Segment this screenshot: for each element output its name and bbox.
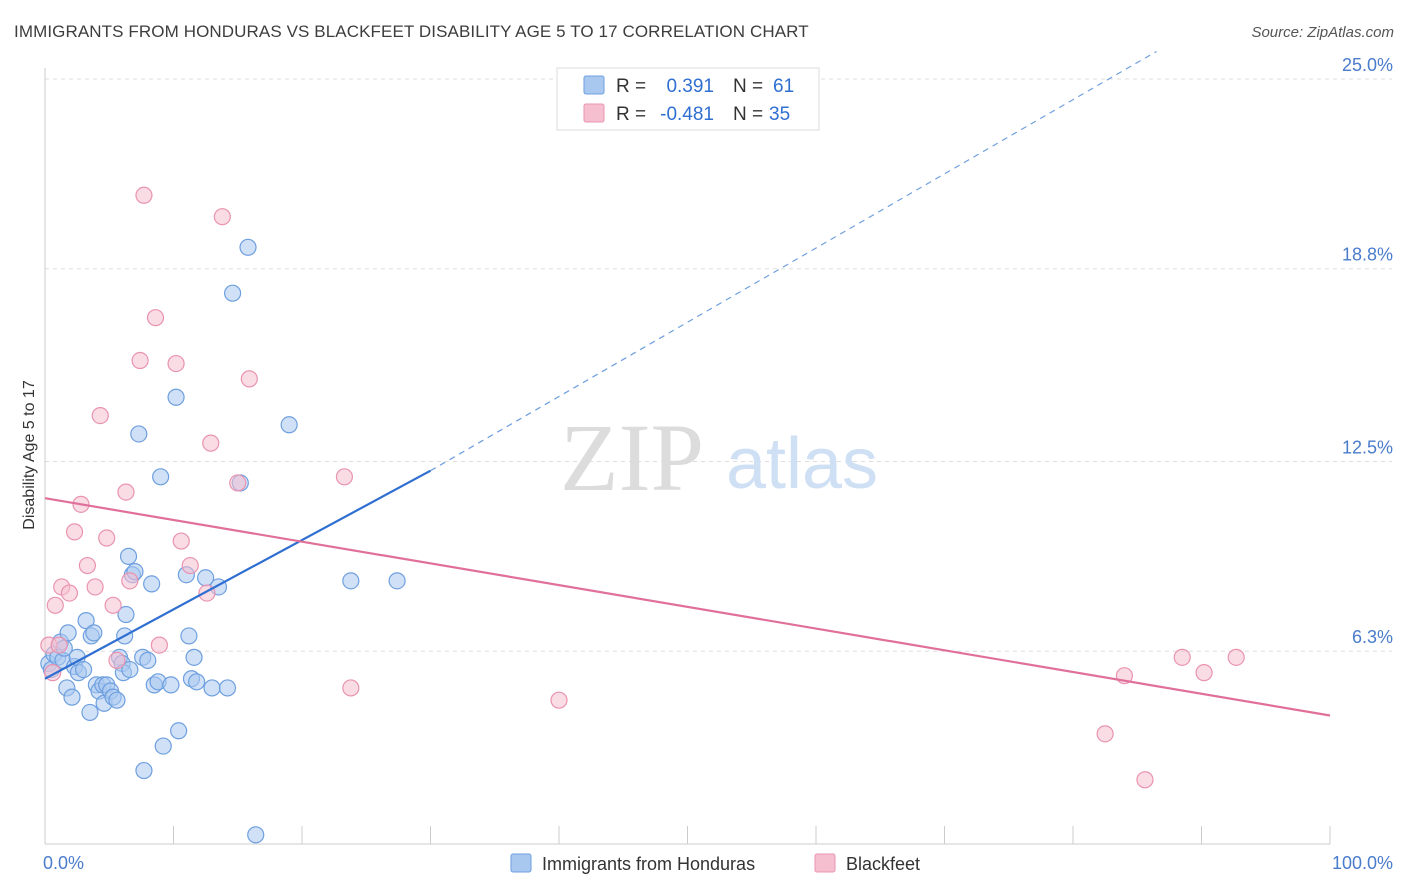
series-legend-swatch-pink: [814, 853, 836, 873]
point-blackfeet: [181, 556, 199, 575]
point-honduras: [162, 676, 180, 694]
y-axis-label: Disability Age 5 to 17: [21, 380, 38, 530]
series-legend-swatch-blue: [510, 853, 532, 873]
point-honduras: [121, 660, 139, 679]
point-honduras: [108, 691, 126, 709]
point-honduras: [59, 624, 77, 642]
point-blackfeet: [78, 556, 97, 575]
point-blackfeet: [91, 407, 109, 425]
point-honduras: [247, 826, 265, 844]
legend-swatch-blue: [583, 75, 605, 95]
x-tick-label-end: 100.0%: [1332, 853, 1393, 873]
trend-line-honduras-extension: [430, 50, 1157, 472]
trend-line-blackfeet: [44, 497, 1331, 717]
point-honduras: [154, 737, 172, 755]
point-honduras: [170, 722, 188, 740]
y-tick-label: 6.3%: [1352, 627, 1393, 647]
point-blackfeet: [135, 186, 153, 204]
point-honduras: [167, 388, 185, 406]
point-honduras: [135, 761, 153, 780]
point-honduras: [117, 605, 135, 624]
point-blackfeet: [65, 523, 84, 541]
point-honduras: [388, 572, 406, 590]
point-blackfeet: [550, 691, 568, 709]
point-blackfeet: [121, 572, 139, 590]
legend-swatch-pink: [583, 103, 605, 123]
point-blackfeet: [1195, 664, 1213, 682]
watermark-zip: ZIP: [560, 404, 704, 511]
x-tick-label-start: 0.0%: [43, 853, 84, 873]
ticks-layer: 6.3% 12.5% 18.8% 25.0% 0.0% 100.0%: [43, 55, 1393, 873]
point-honduras: [130, 425, 148, 443]
point-honduras: [119, 547, 138, 565]
point-honduras: [77, 612, 95, 630]
point-honduras: [74, 660, 93, 679]
point-blackfeet: [60, 584, 79, 602]
point-blackfeet: [202, 434, 220, 452]
point-blackfeet: [104, 596, 122, 614]
point-honduras: [63, 688, 81, 706]
y-tick-label: 18.8%: [1342, 245, 1393, 265]
series-legend: Immigrants from Honduras Blackfeet: [510, 853, 920, 874]
point-blackfeet: [146, 309, 165, 327]
legend-r-value-1: 0.391: [666, 76, 714, 97]
legend-n-label-1: N =: [733, 76, 763, 97]
point-honduras: [180, 627, 198, 645]
point-blackfeet: [150, 636, 168, 654]
point-honduras: [203, 679, 221, 697]
point-blackfeet: [167, 354, 185, 373]
point-blackfeet: [172, 532, 190, 550]
point-honduras: [224, 284, 242, 302]
points-layer: [40, 186, 1245, 844]
point-honduras: [188, 673, 206, 691]
point-blackfeet: [1136, 771, 1154, 789]
legend-r-label-2: R =: [616, 104, 646, 125]
point-blackfeet: [1096, 725, 1114, 743]
legend-r-label-1: R =: [616, 76, 646, 97]
point-blackfeet: [1173, 648, 1191, 666]
point-blackfeet: [1227, 648, 1245, 666]
point-blackfeet: [98, 529, 116, 547]
point-honduras: [143, 575, 161, 593]
point-blackfeet: [229, 474, 247, 492]
point-honduras: [152, 468, 170, 486]
point-blackfeet: [213, 208, 231, 226]
point-honduras: [139, 651, 157, 670]
legend-n-value-1: 61: [773, 76, 794, 97]
trend-lines-layer: [44, 50, 1331, 717]
series-legend-label-2: Blackfeet: [846, 854, 920, 874]
point-honduras: [342, 572, 360, 590]
legend-n-label-2: N =: [733, 104, 763, 125]
point-blackfeet: [50, 636, 68, 654]
point-honduras: [280, 416, 298, 434]
point-honduras: [85, 624, 103, 642]
watermark: ZIP atlas: [560, 404, 878, 511]
point-blackfeet: [108, 651, 126, 670]
point-honduras: [185, 648, 203, 666]
point-honduras: [81, 703, 99, 722]
trend-line-honduras: [44, 469, 432, 680]
point-honduras: [239, 238, 257, 256]
point-blackfeet: [46, 596, 64, 614]
y-tick-label: 25.0%: [1342, 55, 1393, 75]
point-blackfeet: [86, 578, 104, 596]
correlation-legend: R = 0.391 N = 61 R = -0.481 N = 35: [556, 67, 820, 131]
point-blackfeet: [342, 679, 360, 697]
source-label: Source: ZipAtlas.com: [1251, 24, 1394, 41]
chart-title: IMMIGRANTS FROM HONDURAS VS BLACKFEET DI…: [14, 22, 809, 41]
legend-r-value-2: -0.481: [660, 104, 714, 125]
point-blackfeet: [117, 483, 135, 501]
point-blackfeet: [131, 351, 149, 370]
grid-layer: [45, 78, 1392, 652]
point-blackfeet: [240, 370, 258, 388]
point-blackfeet: [335, 468, 354, 486]
axes-layer: [44, 68, 1331, 845]
series-legend-label-1: Immigrants from Honduras: [542, 854, 755, 874]
y-tick-label: 12.5%: [1342, 438, 1393, 458]
watermark-atlas: atlas: [726, 424, 878, 504]
point-honduras: [218, 679, 237, 697]
legend-n-value-2: 35: [769, 104, 790, 125]
